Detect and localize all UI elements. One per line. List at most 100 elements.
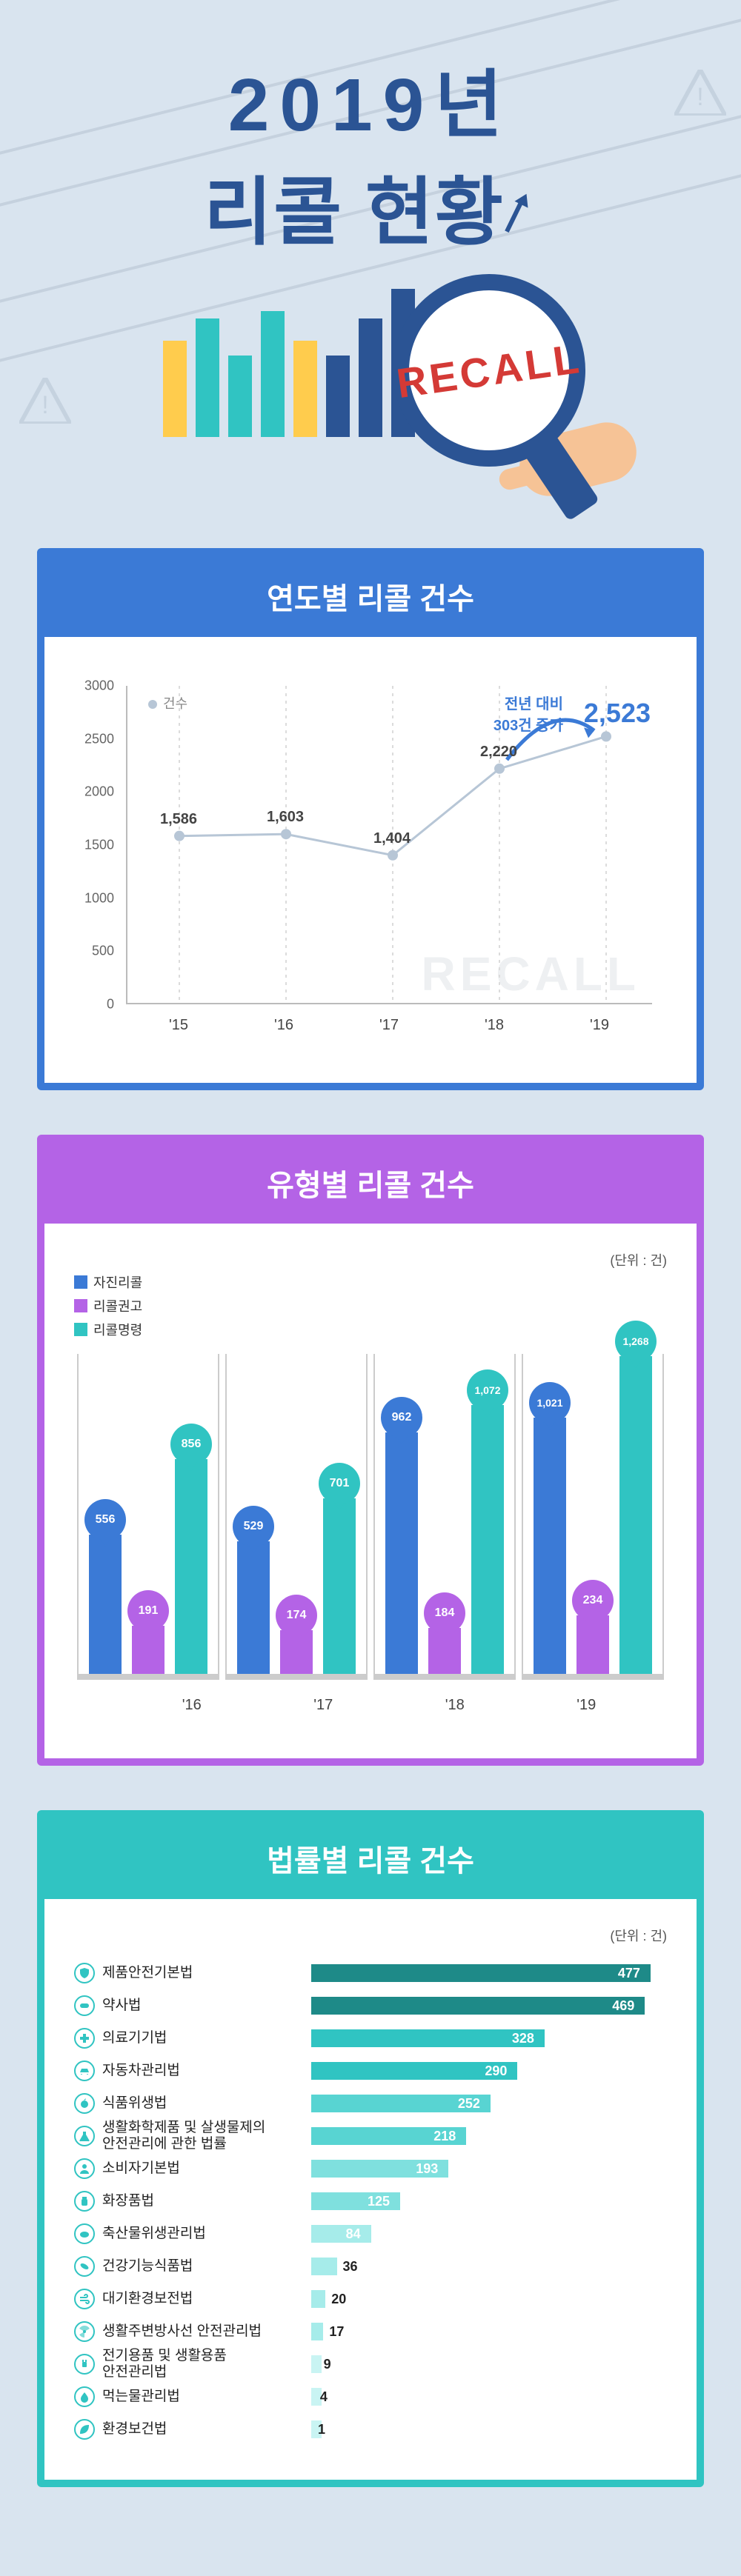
bar-value-bubble: 234	[572, 1580, 614, 1621]
hbar-track: 1	[311, 2420, 667, 2438]
hbar-label: 약사법	[74, 1995, 311, 2016]
magnifier-icon: RECALL	[393, 274, 585, 467]
hbar-row: 건강기능식품법 36	[74, 2250, 667, 2283]
category-icon	[74, 2061, 95, 2081]
bar-group: 556 191 856	[77, 1354, 219, 1680]
category-icon	[74, 2158, 95, 2179]
bar-value-bubble: 856	[170, 1424, 212, 1465]
category-icon	[74, 1963, 95, 1983]
hbar-track: 125	[311, 2192, 667, 2210]
panel3-title: 법률별 리콜 건수	[44, 1818, 697, 1899]
hbar-value: 36	[343, 2258, 358, 2275]
hero-title: 2019년 리콜 현황	[0, 44, 741, 259]
hbar-row: 먹는물관리법4	[74, 2380, 667, 2413]
hbar-track: 17	[311, 2323, 667, 2340]
hbar-track: 36	[311, 2258, 667, 2275]
hbar-label: 화장품법	[74, 2191, 311, 2212]
hbar-fill: 84	[311, 2225, 371, 2243]
bar-advisory: 174	[280, 1630, 313, 1674]
hbar-value: 17	[329, 2323, 344, 2340]
hbar-fill	[311, 2290, 325, 2308]
hbar-fill: 477	[311, 1964, 651, 1982]
infographic-page: ! ! 2019년 리콜 현황 RECALL 연도별 리콜 건수 건수 0500…	[0, 0, 741, 2576]
line-point-label: 1,603	[267, 809, 304, 826]
hbar-fill: 125	[311, 2192, 400, 2210]
bar-value-bubble: 184	[424, 1592, 465, 1634]
panel1-title: 연도별 리콜 건수	[44, 555, 697, 637]
bar-value-bubble: 556	[84, 1499, 126, 1541]
hbar-fill	[311, 2323, 323, 2340]
line-point-label: 2,220	[480, 744, 517, 761]
hbar-label: 소비자기본법	[74, 2158, 311, 2179]
bar-value-bubble: 701	[319, 1463, 360, 1504]
y-ticks: 050010001500200025003000	[74, 686, 119, 1004]
category-icon	[74, 2256, 95, 2277]
panel-law-recalls: 법률별 리콜 건수 (단위 : 건) 제품안전기본법477약사법469의료기기법…	[37, 1810, 704, 2487]
hbar-row: 축산물위생관리법84	[74, 2218, 667, 2250]
chart3-unit: (단위 : 건)	[74, 1926, 667, 1945]
hbar-row: 생활화학제품 및 살생물제의안전관리에 관한 법률218	[74, 2120, 667, 2152]
bar-advisory: 184	[428, 1628, 461, 1674]
hbar-track: 218	[311, 2127, 667, 2145]
hbar-label: 자동차관리법	[74, 2061, 311, 2081]
bar-group: 529 174 701	[225, 1354, 368, 1680]
hbar-row: 제품안전기본법477	[74, 1957, 667, 1989]
category-icon	[74, 2028, 95, 2049]
line-point-label: 1,404	[373, 830, 411, 847]
hbar-label: 축산물위생관리법	[74, 2223, 311, 2244]
chart2-unit: (단위 : 건)	[610, 1250, 667, 1269]
hbar-label: 건강기능식품법	[74, 2256, 311, 2277]
hbar-fill	[311, 2258, 337, 2275]
category-icon	[74, 2126, 95, 2146]
hbar-label: 식품위생법	[74, 2093, 311, 2114]
panel2-title: 유형별 리콜 건수	[44, 1142, 697, 1224]
bar-voluntary: 529	[237, 1541, 270, 1674]
category-icon	[74, 2289, 95, 2309]
hbar-row: 식품위생법252	[74, 2087, 667, 2120]
hero-title-line2: 리콜 현황	[0, 152, 741, 259]
bar-value-bubble: 1,268	[615, 1321, 657, 1362]
hbar-row: 의료기기법328	[74, 2022, 667, 2055]
hbar-label: 생활주변방사선 안전관리법	[74, 2321, 311, 2342]
hbar-label: 전기용품 및 생활용품안전관리법	[74, 2348, 311, 2380]
hbar-row: 약사법469	[74, 1989, 667, 2022]
bar-value-bubble: 1,021	[529, 1382, 571, 1424]
panel-yearly-recalls: 연도별 리콜 건수 건수 050010001500200025003000 RE…	[37, 548, 704, 1090]
hbar-track: 469	[311, 1997, 667, 2015]
chart2-legend: 자진리콜리콜권고리콜명령	[74, 1272, 142, 1339]
hbar-track: 4	[311, 2388, 667, 2406]
hbar-label: 환경보건법	[74, 2419, 311, 2440]
category-icon	[74, 2321, 95, 2342]
hbar-fill: 193	[311, 2160, 448, 2178]
bar-order: 1,072	[471, 1405, 504, 1674]
legend-item: 자진리콜	[74, 1272, 142, 1292]
hbar-row: 생활주변방사선 안전관리법 17	[74, 2315, 667, 2348]
hbar-label: 생활화학제품 및 살생물제의안전관리에 관한 법률	[74, 2120, 311, 2152]
bar-order: 856	[175, 1459, 207, 1674]
bar-value-bubble: 1,072	[467, 1369, 508, 1411]
hbar-row: 전기용품 및 생활용품안전관리법9	[74, 2348, 667, 2380]
x-ticks: '15'16'17'18'19	[126, 1017, 652, 1034]
hbar-fill: 218	[311, 2127, 466, 2145]
hbar-track: 290	[311, 2062, 667, 2080]
hbar-row: 자동차관리법290	[74, 2055, 667, 2087]
hbar-row: 소비자기본법193	[74, 2152, 667, 2185]
legend-item: 리콜명령	[74, 1320, 142, 1339]
category-icon	[74, 2419, 95, 2440]
latest-value: 2,523	[584, 698, 651, 729]
hbar-row: 대기환경보전법20	[74, 2283, 667, 2315]
hbar-track: 193	[311, 2160, 667, 2178]
panel-type-recalls: 유형별 리콜 건수 (단위 : 건) 자진리콜리콜권고리콜명령 556 191 85…	[37, 1135, 704, 1766]
hbar-value: 20	[331, 2290, 346, 2308]
bar-value-bubble: 529	[233, 1506, 274, 1547]
hero-section: 2019년 리콜 현황 RECALL	[0, 0, 741, 548]
hbar-row: 화장품법125	[74, 2185, 667, 2218]
x-ticks: '16'17'18'19	[126, 1697, 652, 1714]
bar-group: 9621841,072	[373, 1354, 516, 1680]
hbar-fill: 469	[311, 1997, 645, 2015]
hbar-track: 252	[311, 2095, 667, 2112]
bar-advisory: 191	[132, 1626, 165, 1674]
bar-groups: 5561918565291747019621841,0721,0212341,2…	[74, 1354, 667, 1680]
category-icon	[74, 2191, 95, 2212]
chart-law-hbar: (단위 : 건) 제품안전기본법477약사법469의료기기법328자동차관리법2…	[74, 1926, 667, 2446]
